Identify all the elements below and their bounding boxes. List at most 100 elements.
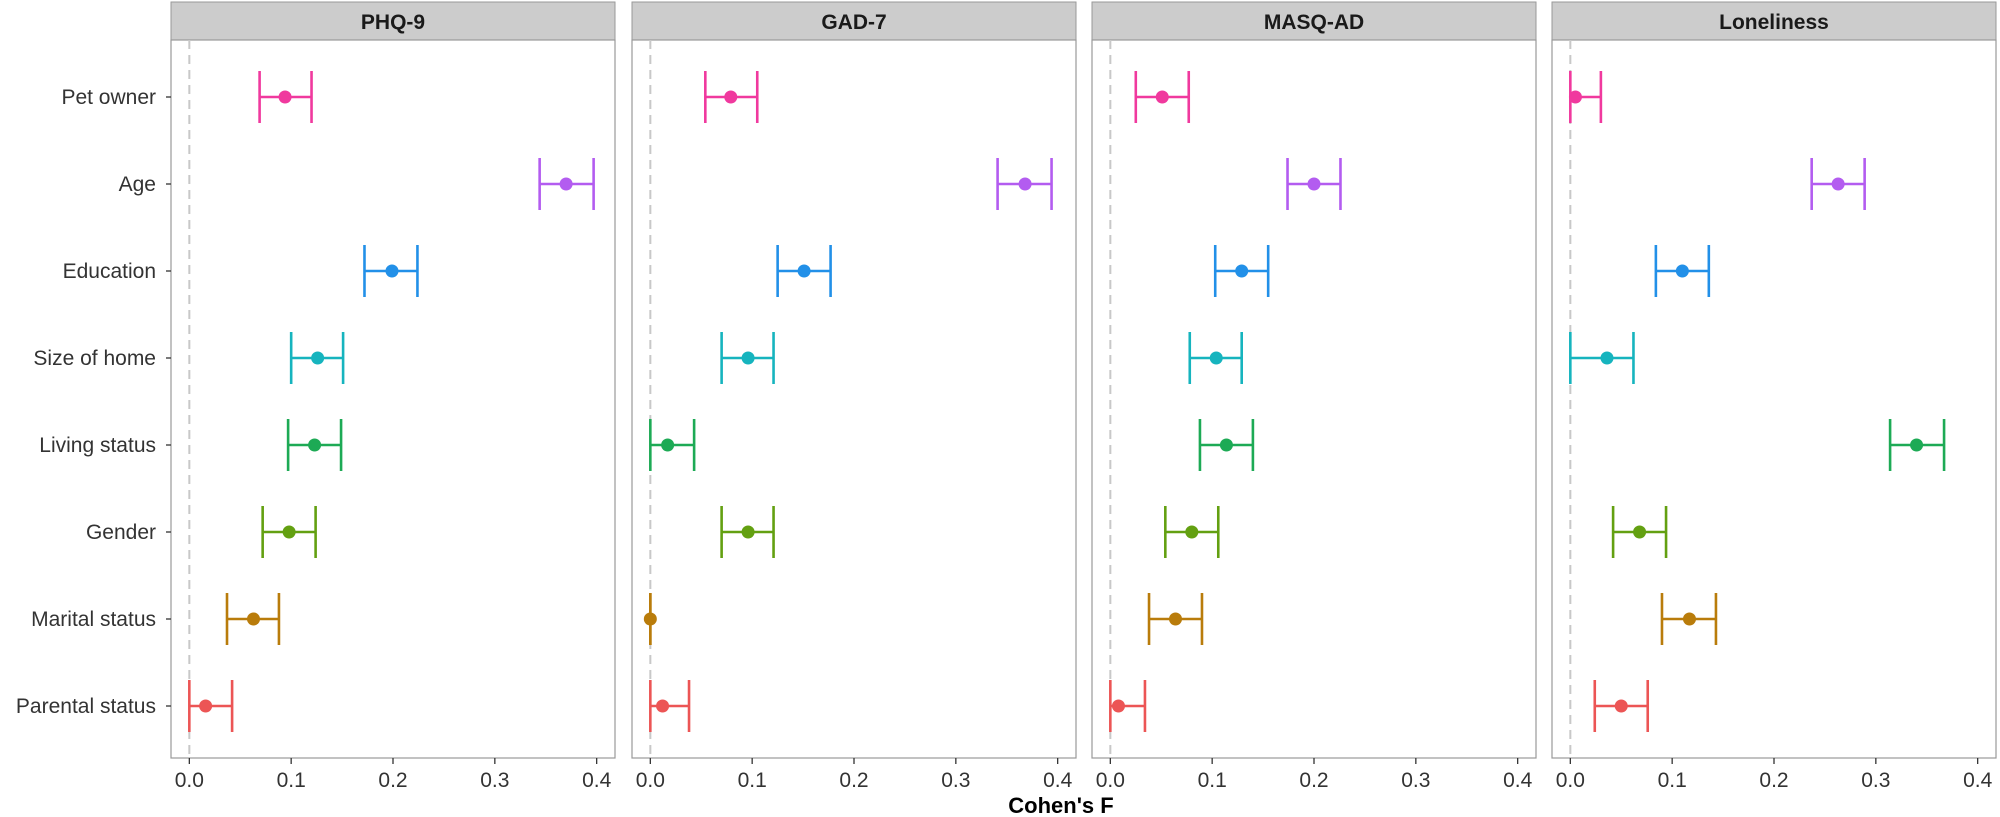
x-tick-label: 0.3 [480, 769, 509, 792]
y-tick-label-pet-owner: Pet owner [61, 86, 156, 109]
data-point [1219, 438, 1233, 452]
x-tick-label: 0.0 [1096, 769, 1125, 792]
effect-size-of-home [289, 332, 345, 384]
panel-title: Loneliness [1719, 11, 1829, 34]
x-tick-label: 0.2 [378, 769, 407, 792]
effect-marital-status [1660, 593, 1718, 645]
effect-education [363, 245, 419, 297]
effect-gender [1611, 506, 1668, 558]
x-tick-label: 0.1 [738, 769, 767, 792]
data-point [1209, 351, 1223, 365]
y-tick-label-parental-status: Parental status [16, 695, 156, 718]
effect-marital-status [643, 593, 657, 645]
effect-marital-status [1147, 593, 1204, 645]
data-point [661, 438, 675, 452]
data-point [741, 351, 755, 365]
data-point [278, 90, 292, 104]
data-point [1614, 699, 1628, 713]
effect-age [1286, 158, 1342, 210]
effect-living-status [649, 419, 696, 471]
data-point [1682, 612, 1696, 626]
data-point [1111, 699, 1125, 713]
x-tick-label: 0.4 [582, 769, 612, 792]
effect-parental-status [1593, 680, 1650, 732]
data-point [724, 90, 738, 104]
panel-strip [1551, 1, 1997, 41]
effect-gender [261, 506, 317, 558]
data-point [1018, 177, 1032, 191]
data-point [1910, 438, 1924, 452]
panel-loneliness: Loneliness 0.0 0.1 0.2 0.3 0.4 [1551, 1, 1997, 792]
x-axis-title: Cohen's F [1008, 793, 1113, 817]
x-tick-label: 0.3 [1861, 769, 1890, 792]
x-tick-label: 0.3 [1401, 769, 1430, 792]
panel-gad-7: GAD-7 0.0 0.1 0.2 0.3 0.4 [631, 1, 1077, 792]
x-tick-label: 0.4 [1963, 769, 1993, 792]
data-point [656, 699, 670, 713]
x-tick-label: 0.4 [1503, 769, 1533, 792]
x-tick-label: 0.1 [1658, 769, 1687, 792]
y-tick-label-age: Age [119, 173, 156, 196]
data-point [1831, 177, 1845, 191]
effect-education [1654, 245, 1711, 297]
data-point [741, 525, 755, 539]
x-tick-label: 0.0 [1556, 769, 1585, 792]
panel-strip [170, 1, 616, 41]
panel-title: MASQ-AD [1264, 11, 1364, 34]
data-point [643, 612, 657, 626]
y-tick-label-living-status: Living status [39, 434, 156, 457]
x-tick-label: 0.2 [1759, 769, 1788, 792]
effect-gender [720, 506, 775, 558]
effect-pet-owner [258, 71, 313, 123]
y-axis-labels: Pet owner Age Education Size of home Living … [16, 86, 171, 718]
effect-marital-status [225, 593, 281, 645]
panel-phq-9: PHQ-9 0.0 0.1 0.2 0.3 0.4 [170, 1, 616, 792]
data-point [1307, 177, 1321, 191]
effect-education [776, 245, 832, 297]
effect-living-status [1198, 419, 1255, 471]
effect-size-of-home [1569, 332, 1635, 384]
effect-size-of-home [1188, 332, 1243, 384]
effect-pet-owner [1134, 71, 1191, 123]
effect-gender [1164, 506, 1220, 558]
data-point [385, 264, 399, 278]
data-point [1675, 264, 1689, 278]
effect-education [1213, 245, 1270, 297]
effect-pet-owner [1568, 71, 1603, 123]
data-point [1235, 264, 1249, 278]
effect-parental-status [649, 680, 691, 732]
panel-plot-area [631, 39, 1077, 759]
data-point [559, 177, 573, 191]
panel-strip [1091, 1, 1537, 41]
effect-age [996, 158, 1053, 210]
panel-strip [631, 1, 1077, 41]
y-tick-label-size-of-home: Size of home [33, 347, 156, 370]
data-point [311, 351, 325, 365]
data-point [282, 525, 296, 539]
effect-parental-status [188, 680, 234, 732]
panel-masq-ad: MASQ-AD 0.0 0.1 0.2 0.3 0.4 [1091, 1, 1537, 792]
y-tick-label-gender: Gender [86, 521, 156, 544]
data-point [308, 438, 322, 452]
effect-living-status [286, 419, 343, 471]
effect-size-of-home [720, 332, 775, 384]
data-point [1169, 612, 1183, 626]
data-point [1155, 90, 1169, 104]
data-point [1633, 525, 1647, 539]
panel-plot-area [1551, 39, 1997, 759]
data-point [1568, 90, 1582, 104]
x-tick-label: 0.4 [1043, 769, 1073, 792]
data-point [246, 612, 260, 626]
effect-parental-status [1109, 680, 1147, 732]
effect-age [538, 158, 595, 210]
panel-title: PHQ-9 [361, 11, 425, 34]
y-tick-label-education: Education [63, 260, 156, 283]
panel-plot-area [1091, 39, 1537, 759]
x-tick-label: 0.0 [175, 769, 204, 792]
panel-plot-area [170, 39, 616, 759]
x-tick-label: 0.1 [277, 769, 306, 792]
x-tick-label: 0.0 [636, 769, 665, 792]
data-point [199, 699, 213, 713]
x-tick-label: 0.1 [1198, 769, 1227, 792]
